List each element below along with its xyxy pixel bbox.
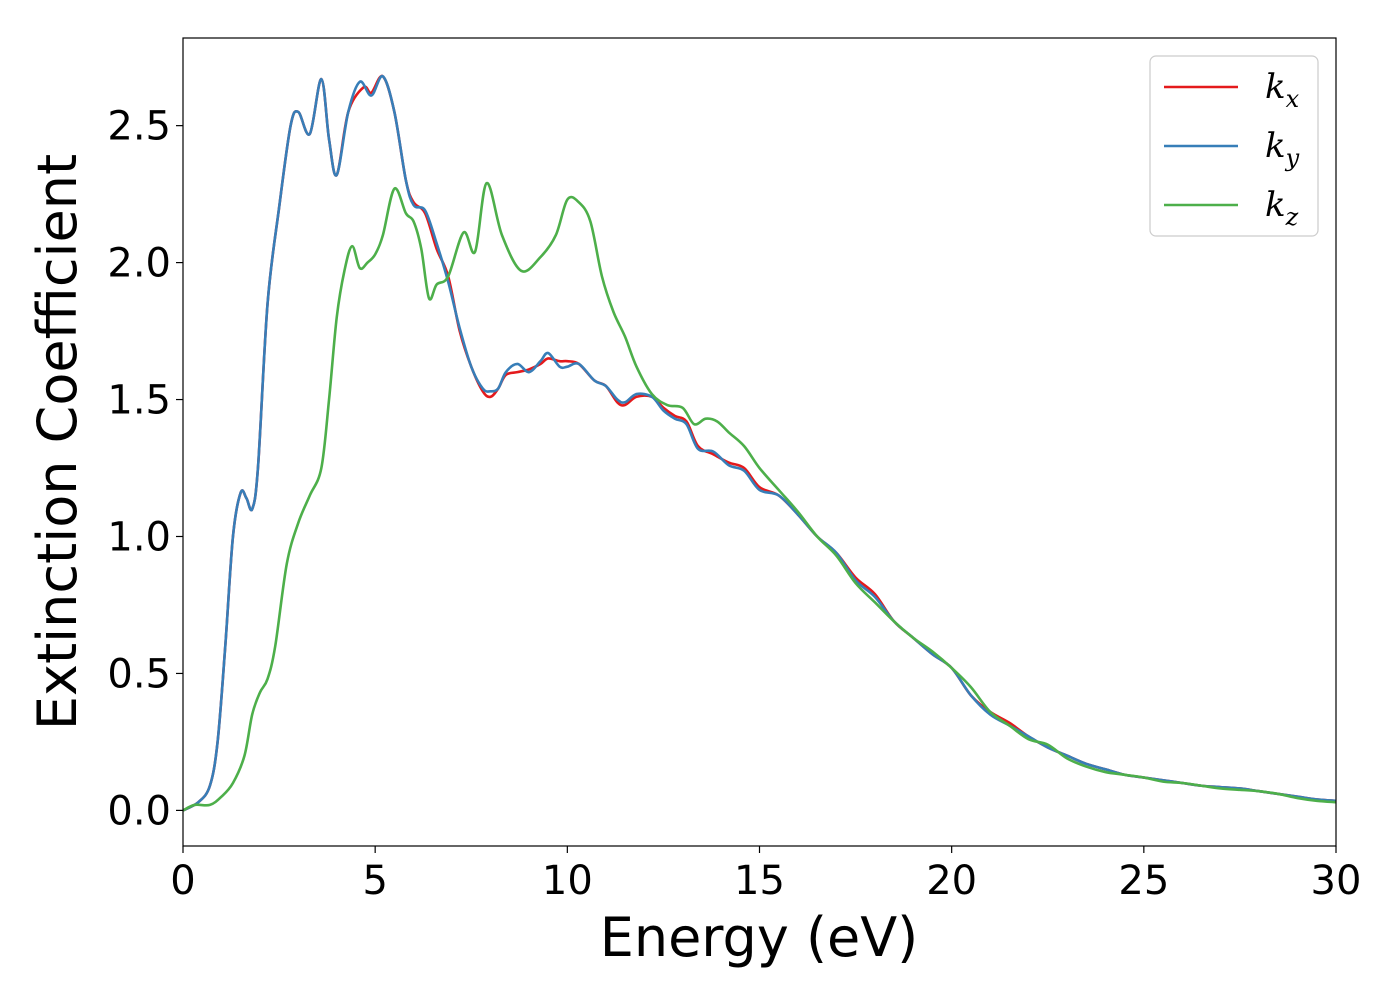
legend-label-kz: kz [1265, 185, 1299, 231]
x-tick-label: 20 [926, 858, 977, 904]
y-tick-label: 0.5 [107, 651, 171, 697]
y-tick-label: 1.5 [107, 378, 171, 424]
x-tick-label: 15 [734, 858, 785, 904]
legend-label-main: k [1265, 67, 1286, 107]
x-tick-label: 30 [1311, 858, 1362, 904]
series-line-ky [183, 75, 1336, 812]
legend-label-subscript: z [1285, 203, 1299, 231]
legend-label-main: k [1265, 185, 1286, 225]
x-tick-label: 5 [362, 858, 387, 904]
y-tick-label: 0.0 [107, 788, 171, 834]
x-axis-title: Energy (eV) [600, 906, 919, 969]
legend-label-main: k [1265, 126, 1286, 166]
x-tick-label: 25 [1118, 858, 1169, 904]
legend-label-ky: ky [1265, 126, 1300, 172]
y-axis-title: Extinction Coefficient [26, 154, 89, 730]
legend-label-kx: kx [1265, 67, 1300, 113]
y-tick-label: 2.0 [107, 241, 171, 287]
x-tick-label: 10 [542, 858, 593, 904]
x-axis-ticks: 0 5 10 15 20 25 30 [170, 846, 1361, 904]
x-tick-label: 0 [170, 858, 195, 904]
series-layer [183, 74, 1336, 812]
y-axis-ticks: 0.0 0.5 1.0 1.5 2.0 2.5 [107, 104, 183, 834]
y-tick-label: 1.0 [107, 514, 171, 560]
legend-label-subscript: x [1286, 85, 1300, 113]
y-tick-label: 2.5 [107, 104, 171, 150]
series-line-kz [183, 181, 1336, 812]
legend-label-subscript: y [1285, 144, 1300, 172]
